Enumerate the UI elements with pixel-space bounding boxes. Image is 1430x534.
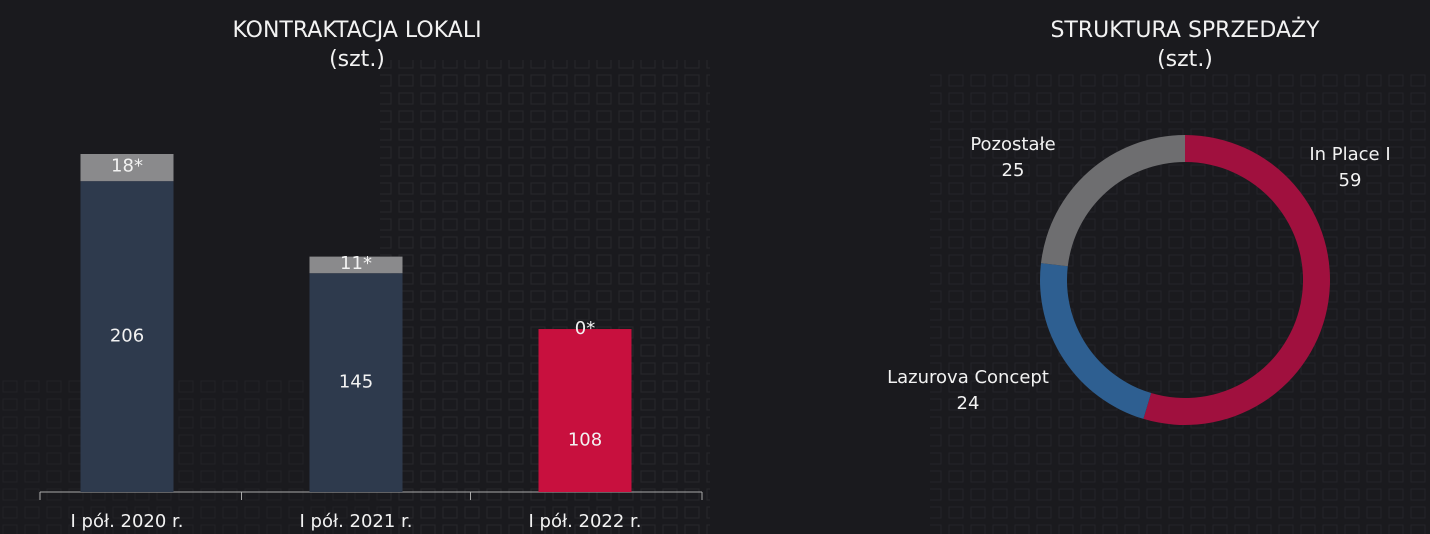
x-tick-label: I pół. 2021 r. bbox=[299, 511, 412, 532]
value-label: 11* bbox=[340, 253, 372, 274]
chart-subtitle: (szt.) bbox=[1157, 47, 1213, 72]
value-label: 0* bbox=[575, 318, 595, 339]
donut-chart: STRUKTURA SPRZEDAŻY (szt.) In Place I 59 L… bbox=[887, 17, 1391, 425]
segment-label: Lazurova Concept bbox=[887, 367, 1049, 388]
chart-title: STRUKTURA SPRZEDAŻY bbox=[1050, 17, 1320, 43]
x-tick-label: I pół. 2020 r. bbox=[70, 511, 183, 532]
bar bbox=[309, 273, 403, 492]
segment-value: 59 bbox=[1339, 170, 1362, 191]
value-label: 206 bbox=[110, 326, 144, 347]
value-label: 108 bbox=[568, 430, 602, 451]
chart-title: KONTRAKTACJA LOKALI bbox=[232, 18, 481, 43]
donut-segment bbox=[1143, 135, 1331, 425]
bar bbox=[538, 329, 632, 492]
bar bbox=[80, 181, 174, 493]
segment-value: 24 bbox=[957, 393, 980, 414]
donut-segment bbox=[1040, 263, 1152, 419]
bar bbox=[309, 256, 403, 274]
segment-label: In Place I bbox=[1309, 144, 1390, 165]
segment-label: Pozostałe bbox=[970, 134, 1055, 155]
value-label: 145 bbox=[339, 372, 373, 393]
segment-value: 25 bbox=[1002, 160, 1025, 181]
value-label: 18* bbox=[111, 156, 143, 177]
donut-segment bbox=[1040, 135, 1185, 267]
chart-subtitle: (szt.) bbox=[329, 47, 385, 72]
x-tick-label: I pół. 2022 r. bbox=[528, 511, 641, 532]
bar bbox=[80, 154, 174, 182]
bar-chart: KONTRAKTACJA LOKALI (szt.) I pół. 2020 r… bbox=[39, 18, 703, 532]
